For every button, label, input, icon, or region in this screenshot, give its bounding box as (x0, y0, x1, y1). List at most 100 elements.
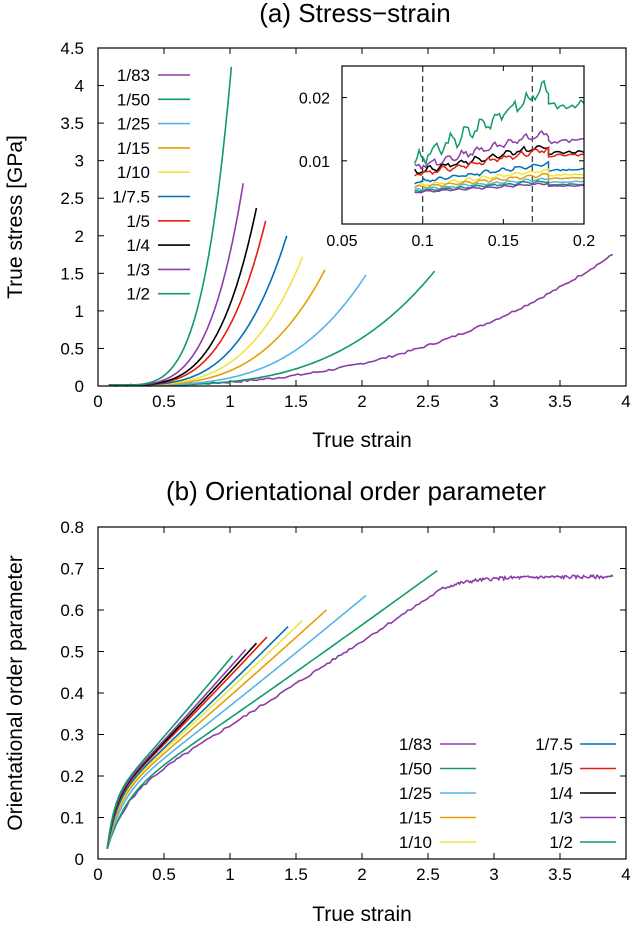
legend-label: 1/10 (117, 163, 150, 182)
legend-label: 1/25 (399, 784, 432, 803)
stress-strain-frame (97, 47, 627, 387)
x-tick-label: 0.5 (152, 392, 176, 411)
order-parameter-ylabel: Orientational order parameter (4, 555, 27, 830)
y-tick-label: 0.4 (60, 684, 84, 703)
y-tick-label: 0.1 (60, 809, 84, 828)
series-line-1/25 (106, 594, 367, 849)
legend-label: 1/3 (549, 809, 573, 828)
x-tick-label: 0.5 (152, 865, 176, 884)
stress-strain-panel: (a) Stress−strain 0 0.5 1 1.5 2 2.5 3 3.5 4 0 0.5 1… (4, 0, 631, 452)
x-tick-label: 1.5 (284, 865, 308, 884)
inset-x-tick-label: 0.1 (412, 233, 434, 250)
series-line-1/83 (106, 573, 614, 850)
stress-strain-ylabel: True stress [GPa] (4, 135, 27, 299)
x-tick-label: 2.5 (416, 392, 440, 411)
legend-label: 1/2 (549, 833, 573, 852)
stress-strain-legend: 1/83 1/50 1/25 1/15 1/10 1/7.5 1/5 1/4 1/3 1/2 (112, 66, 190, 304)
legend-label: 1/83 (117, 66, 150, 85)
legend-label: 1/4 (126, 236, 150, 255)
legend-label: 1/7.5 (535, 735, 573, 754)
series-line-1/50 (108, 270, 436, 387)
y-tick-label: 0.5 (60, 643, 84, 662)
order-parameter-title: (b) Orientational order parameter (166, 476, 546, 506)
inset-background (342, 66, 584, 224)
stress-strain-ticks: 0 0.5 1 1.5 2 2.5 3 3.5 4 0 0.5 1 1.5 2 2.5 3 3.5 4 4.5 (60, 39, 630, 411)
y-tick-label: 3 (75, 152, 84, 171)
y-tick-label: 0.8 (60, 518, 84, 537)
stress-strain-curves (108, 66, 614, 387)
x-tick-label: 1.5 (284, 392, 308, 411)
stress-strain-xlabel: True strain (312, 429, 412, 452)
series-line-1/3 (106, 648, 247, 849)
series-line-1/15 (106, 609, 327, 849)
y-tick-label: 0.6 (60, 601, 84, 620)
legend-label: 1/5 (126, 212, 150, 231)
y-tick-label: 0.5 (60, 339, 84, 358)
legend-label: 1/5 (549, 760, 573, 779)
legend-label: 1/25 (117, 115, 150, 134)
x-tick-label: 3 (489, 865, 498, 884)
x-tick-label: 0 (93, 865, 102, 884)
inset-series-line-1/83 (414, 182, 585, 194)
legend-label: 1/10 (399, 833, 432, 852)
y-tick-label: 1.5 (60, 264, 84, 283)
y-tick-label: 4.5 (60, 39, 84, 58)
x-tick-label: 2 (357, 392, 366, 411)
legend-label: 1/3 (126, 260, 150, 279)
x-tick-label: 1 (225, 392, 234, 411)
legend-label: 1/2 (126, 285, 150, 304)
series-line-1/2 (106, 655, 234, 849)
order-parameter-legend: 1/83 1/50 1/25 1/15 1/10 1/7.5 1/5 1/4 1/3 1/2 (399, 735, 616, 852)
order-parameter-ticks: 0 0.5 1 1.5 2 2.5 3 3.5 4 0 0.1 0.2 0.3 0.4 0.5 0.6 0.7 0… (60, 518, 630, 884)
inset-x-tick-label: 0.15 (488, 233, 519, 250)
series-line-1/5 (106, 636, 268, 849)
inset-series-line-1/5 (414, 145, 585, 177)
inset-x-tick-label: 0.2 (573, 233, 595, 250)
x-tick-label: 0 (93, 392, 102, 411)
order-parameter-curves (106, 569, 614, 850)
inset-y-tick-label: 0.02 (299, 91, 330, 108)
legend-label: 1/4 (549, 784, 573, 803)
y-tick-label: 0.2 (60, 767, 84, 786)
inset-x-tick-label: 0.05 (326, 233, 357, 250)
series-line-1/7.5 (106, 626, 289, 849)
y-tick-label: 2.5 (60, 189, 84, 208)
order-parameter-frame (97, 526, 627, 860)
y-tick-label: 0 (75, 850, 84, 869)
y-tick-label: 0 (75, 377, 84, 396)
legend-label: 1/15 (117, 139, 150, 158)
legend-label: 1/50 (117, 90, 150, 109)
legend-label: 1/7.5 (112, 188, 150, 207)
series-line-1/10 (106, 619, 304, 849)
stress-strain-title: (a) Stress−strain (259, 0, 450, 28)
x-tick-label: 4 (621, 865, 630, 884)
x-tick-label: 3.5 (548, 392, 572, 411)
y-tick-label: 3.5 (60, 114, 84, 133)
inset-frame (341, 65, 585, 225)
inset-series-line-1/3 (414, 130, 585, 171)
x-tick-label: 3 (489, 392, 498, 411)
y-tick-label: 0.3 (60, 726, 84, 745)
x-tick-label: 3.5 (548, 865, 572, 884)
x-tick-label: 4 (621, 392, 630, 411)
series-line-1/4 (106, 642, 258, 849)
series-line-1/50 (106, 569, 438, 849)
legend-label: 1/15 (399, 809, 432, 828)
legend-label: 1/83 (399, 735, 432, 754)
inset-series-line-1/15 (414, 172, 585, 189)
x-tick-label: 1 (225, 865, 234, 884)
inset-y-tick-label: 0.01 (299, 154, 330, 171)
series-line-1/2 (108, 66, 233, 387)
order-parameter-panel: (b) Orientational order parameter 0 0.5 1 1… (4, 476, 631, 926)
x-tick-label: 2.5 (416, 865, 440, 884)
inset-series-line-1/2 (413, 79, 585, 167)
inset-plot: 0.05 0.1 0.15 0.2 0.01 0.02 (299, 65, 595, 250)
y-tick-label: 1 (75, 302, 84, 321)
y-tick-label: 2 (75, 227, 84, 246)
x-tick-label: 2 (357, 865, 366, 884)
y-tick-label: 4 (75, 77, 84, 96)
legend-label: 1/50 (399, 760, 432, 779)
order-parameter-xlabel: True strain (312, 903, 412, 926)
y-tick-label: 0.7 (60, 560, 84, 579)
